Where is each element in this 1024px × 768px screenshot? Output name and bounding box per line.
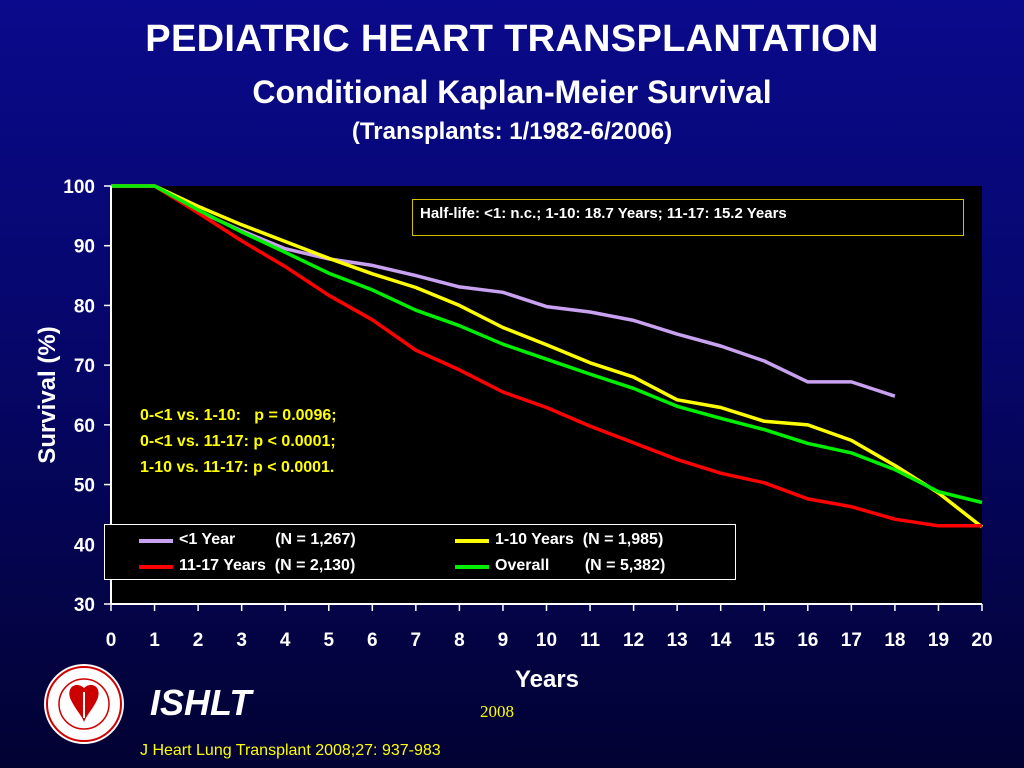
series-line [111, 184, 984, 529]
citation: J Heart Lung Transplant 2008;27: 937-983 [140, 742, 441, 759]
y-tick-label: 100 [63, 177, 95, 198]
x-tick-label: 12 [623, 630, 644, 651]
x-axis-label: Years [515, 666, 579, 693]
x-tick-label: 18 [884, 630, 905, 651]
y-tick-label: 60 [74, 416, 95, 437]
p-value-line: 0-<1 vs. 11-17: p < 0.0001; [140, 433, 336, 450]
series-line [111, 184, 982, 528]
x-tick-label: 8 [454, 630, 465, 651]
half-life-box: Half-life: <1: n.c.; 1-10: 18.7 Years; 1… [412, 199, 964, 236]
page-subtitle: Conditional Kaplan-Meier Survival [252, 74, 772, 110]
chart-legend: <1 Year (N = 1,267) 1-10 Years (N = 1,98… [104, 524, 736, 580]
x-tick-label: 13 [667, 630, 688, 651]
legend-swatch [455, 539, 489, 543]
x-tick-label: 0 [106, 630, 117, 651]
x-tick-label: 11 [580, 630, 601, 651]
y-tick-label: 30 [74, 595, 95, 616]
legend-label: Overall (N = 5,382) [495, 557, 666, 574]
series-lines [111, 184, 984, 529]
x-tick-label: 5 [323, 630, 334, 651]
transplant-period: (Transplants: 1/1982-6/2006) [351, 118, 673, 145]
publication-year: 2008 [480, 702, 514, 721]
page-title: PEDIATRIC HEART TRANSPLANTATION [145, 18, 879, 60]
x-tick-label: 17 [841, 630, 862, 651]
y-axis-ticks: 30 40 50 60 70 80 90 100 [63, 177, 111, 616]
y-tick-label: 50 [74, 476, 95, 497]
p-value-line: 0-<1 vs. 1-10: p = 0.0096; [140, 407, 337, 424]
org-name: ISHLT [150, 682, 252, 723]
x-tick-label: 1 [149, 630, 160, 651]
x-tick-label: 9 [498, 630, 509, 651]
x-tick-label: 7 [411, 630, 422, 651]
y-tick-label: 90 [74, 237, 95, 258]
y-tick-label: 70 [74, 356, 95, 377]
legend-swatch [139, 539, 173, 543]
x-axis-ticks: 0 1 2 3 4 5 6 7 8 9 10 11 12 13 14 15 16 17 18 19 20 [106, 604, 993, 651]
p-value-line: 1-10 vs. 11-17: p < 0.0001. [140, 459, 335, 476]
x-tick-label: 16 [797, 630, 818, 651]
x-tick-label: 6 [367, 630, 378, 651]
x-tick-label: 14 [710, 630, 732, 651]
x-tick-label: 19 [928, 630, 949, 651]
x-tick-label: 10 [536, 630, 557, 651]
legend-label: 1-10 Years (N = 1,985) [495, 531, 664, 548]
p-values-annotation: 0-<1 vs. 1-10: p = 0.0096; 0-<1 vs. 11-1… [140, 403, 337, 481]
legend-label: <1 Year (N = 1,267) [179, 531, 356, 548]
legend-swatch [139, 565, 173, 569]
series-line [111, 184, 983, 505]
x-tick-label: 20 [971, 630, 992, 651]
x-tick-label: 15 [754, 630, 776, 651]
y-axis-label: Survival (%) [34, 326, 61, 463]
y-tick-label: 80 [74, 296, 95, 317]
ishlt-logo-icon [44, 664, 124, 744]
x-tick-label: 2 [193, 630, 204, 651]
x-tick-label: 4 [280, 630, 291, 651]
legend-swatch [455, 565, 489, 569]
x-tick-label: 3 [236, 630, 247, 651]
y-tick-label: 40 [74, 535, 95, 556]
legend-label: 11-17 Years (N = 2,130) [179, 557, 356, 574]
